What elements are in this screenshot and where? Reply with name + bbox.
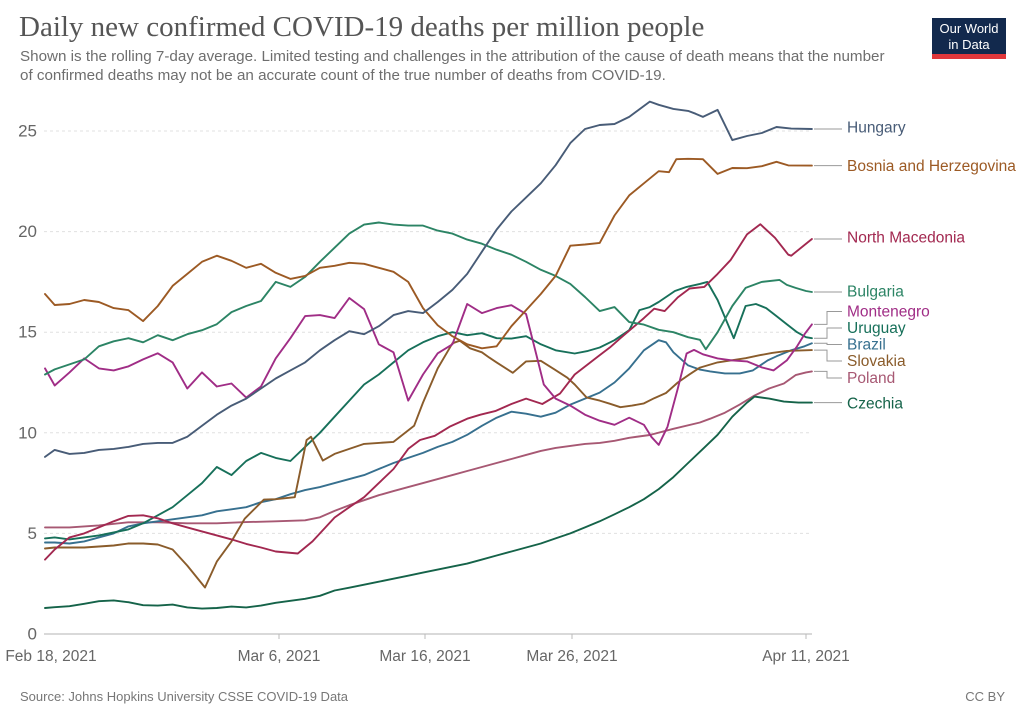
svg-text:Mar 16, 2021: Mar 16, 2021 [379, 648, 470, 665]
svg-text:20: 20 [18, 222, 37, 241]
svg-text:0: 0 [28, 624, 37, 643]
svg-text:Brazil: Brazil [847, 337, 886, 354]
svg-text:Feb 18, 2021: Feb 18, 2021 [5, 648, 96, 665]
svg-text:Apr 11, 2021: Apr 11, 2021 [762, 648, 850, 665]
svg-text:Mar 26, 2021: Mar 26, 2021 [526, 648, 617, 665]
svg-text:Bulgaria: Bulgaria [847, 284, 904, 301]
svg-text:Montenegro: Montenegro [847, 304, 930, 321]
svg-text:15: 15 [18, 323, 37, 342]
svg-text:North Macedonia: North Macedonia [847, 230, 965, 247]
svg-text:Poland: Poland [847, 370, 895, 387]
svg-text:25: 25 [18, 121, 37, 140]
svg-text:Uruguay: Uruguay [847, 320, 906, 337]
svg-text:Czechia: Czechia [847, 396, 903, 413]
svg-text:10: 10 [18, 423, 37, 442]
svg-text:5: 5 [28, 524, 37, 543]
svg-text:Slovakia: Slovakia [847, 353, 906, 370]
svg-text:Bosnia and Herzegovina: Bosnia and Herzegovina [847, 158, 1016, 175]
svg-text:Hungary: Hungary [847, 120, 906, 137]
svg-text:Mar 6, 2021: Mar 6, 2021 [238, 648, 321, 665]
